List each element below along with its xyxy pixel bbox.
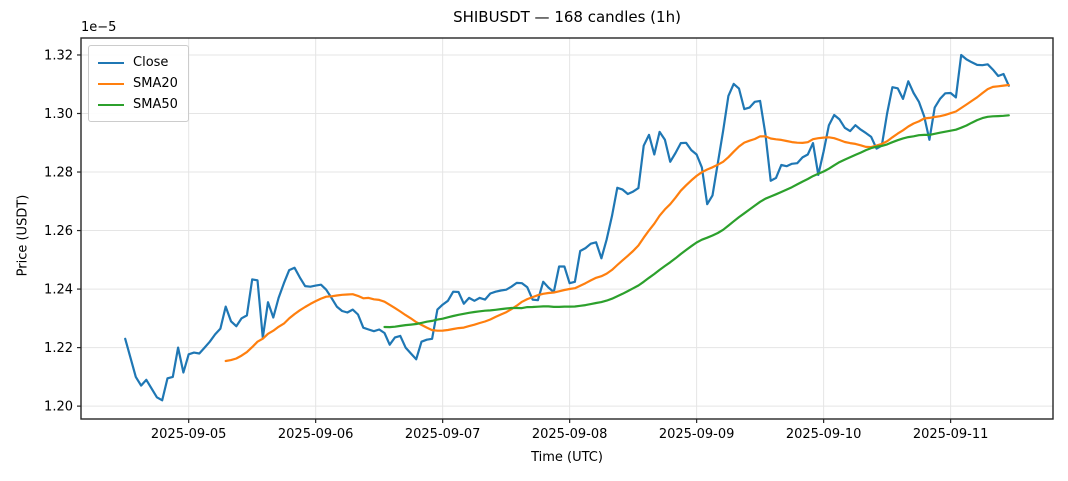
x-tick-label: 2025-09-09 xyxy=(659,427,735,442)
x-tick-label: 2025-09-07 xyxy=(405,427,481,442)
sma20-line xyxy=(224,83,1010,363)
x-tick-label: 2025-09-05 xyxy=(151,427,227,442)
x-tick-label: 2025-09-06 xyxy=(278,427,354,442)
legend: Close SMA20 SMA50 xyxy=(88,45,189,122)
axes-spines xyxy=(80,37,1054,420)
y-tick-label: 1.32 xyxy=(44,48,73,63)
chart-title: SHIBUSDT — 168 candles (1h) xyxy=(453,8,681,26)
x-tick-label: 2025-09-10 xyxy=(786,427,862,442)
legend-label: SMA20 xyxy=(133,76,178,91)
y-tick-label: 1.30 xyxy=(44,107,73,122)
legend-swatch-sma20 xyxy=(98,82,124,85)
y-tick-label: 1.20 xyxy=(44,400,73,415)
y-axis-offset-label: 1e−5 xyxy=(81,20,117,35)
legend-swatch-close xyxy=(98,61,124,64)
x-tick-label: 2025-09-11 xyxy=(913,427,989,442)
sma50-line xyxy=(383,114,1010,329)
y-tick-label: 1.22 xyxy=(44,341,73,356)
legend-label: SMA50 xyxy=(133,97,178,112)
legend-label: Close xyxy=(133,55,169,70)
legend-item-sma50: SMA50 xyxy=(98,94,178,115)
y-tick-label: 1.24 xyxy=(44,283,73,298)
y-tick-label: 1.28 xyxy=(44,166,73,181)
x-axis-label: Time (UTC) xyxy=(531,450,603,465)
x-tick-label: 2025-09-08 xyxy=(532,427,608,442)
y-tick-label: 1.26 xyxy=(44,224,73,239)
close-line xyxy=(124,53,1010,402)
legend-swatch-sma50 xyxy=(98,103,124,106)
legend-item-close: Close xyxy=(98,52,178,73)
legend-item-sma20: SMA20 xyxy=(98,73,178,94)
